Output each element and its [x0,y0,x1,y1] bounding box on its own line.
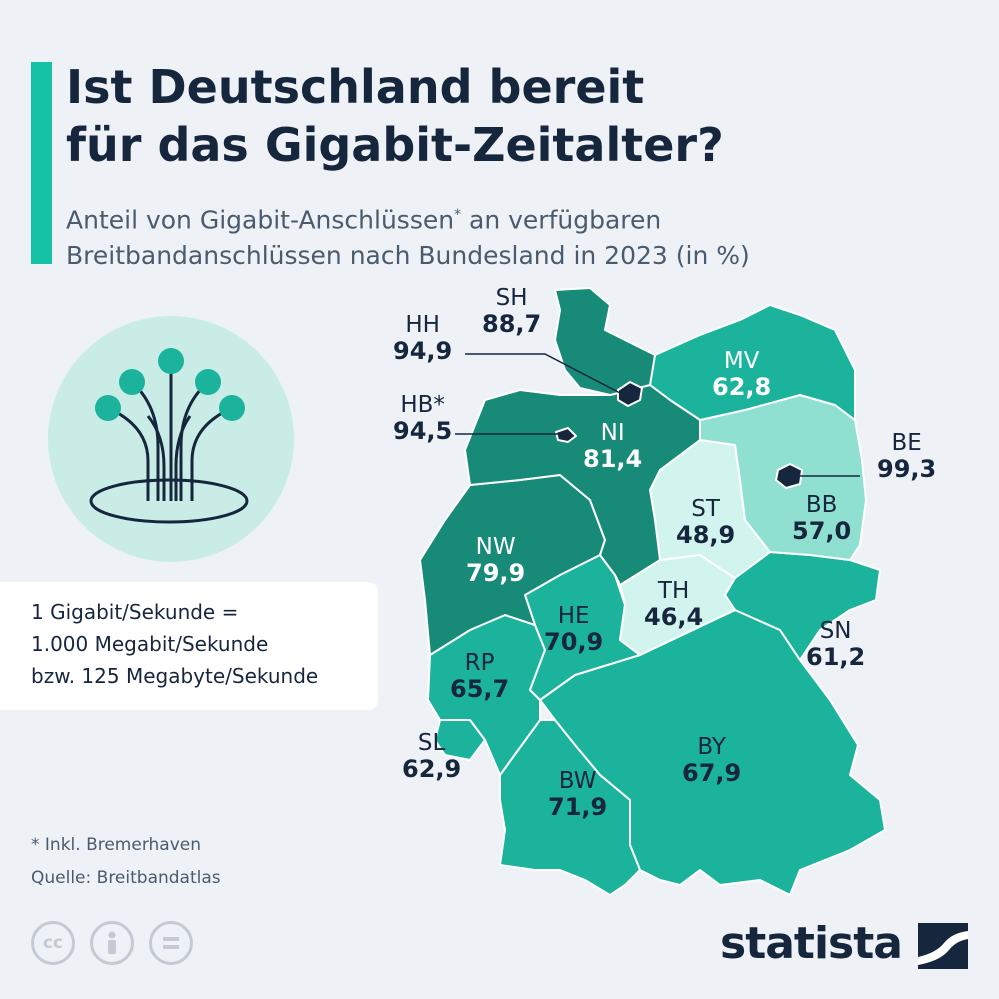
label-NW: NW 79,9 [466,534,526,588]
label-BE: BE 99,3 [877,430,937,484]
fiber-illustration [48,316,294,562]
label-NI: NI 81,4 [583,420,643,474]
state-HH[interactable] [617,381,643,407]
subtitle: Anteil von Gigabit-Anschlüssen* an verfü… [66,205,750,271]
label-RP: RP 65,7 [450,650,510,704]
equals-icon[interactable] [149,921,193,965]
info-line-3: bzw. 125 Megabyte/Sekunde [31,664,319,688]
person-icon[interactable] [90,921,134,965]
label-TH: TH 46,4 [644,578,704,632]
state-BW[interactable] [499,719,641,896]
state-HB[interactable] [555,427,577,443]
info-line-1: 1 Gigabit/Sekunde = [31,600,239,624]
label-MV: MV 62,8 [712,348,772,402]
source: Quelle: Breitbandatlas [31,868,221,888]
label-BY: BY 67,9 [682,734,742,788]
brand-wordmark: statista [720,918,903,969]
label-ST: ST 48,9 [676,496,736,550]
label-HB: HB* 94,5 [393,392,453,446]
label-BW: BW 71,9 [548,768,608,822]
state-BE[interactable] [775,463,803,489]
label-SN: SN 61,2 [806,618,866,672]
label-HE: HE 70,9 [544,603,604,657]
statista-mark-icon [918,923,968,969]
label-BB: BB 57,0 [792,492,852,546]
leader-line-HH [465,353,621,394]
info-line-2: 1.000 Megabit/Sekunde [31,632,269,656]
footnote: * Inkl. Bremerhaven [31,835,201,855]
label-SH: SH 88,7 [482,285,542,339]
fiber-optic-icon [89,348,249,524]
label-SL: SL 62,9 [402,730,462,784]
state-SH[interactable] [554,287,656,396]
page-title: Ist Deutschland bereit für das Gigabit-Ze… [66,60,724,172]
info-box: 1 Gigabit/Sekunde = 1.000 Megabit/Sekund… [0,582,378,710]
label-HH: HH 94,9 [393,312,453,366]
accent-bar [31,62,52,264]
cc-icon[interactable]: cc [31,921,75,965]
